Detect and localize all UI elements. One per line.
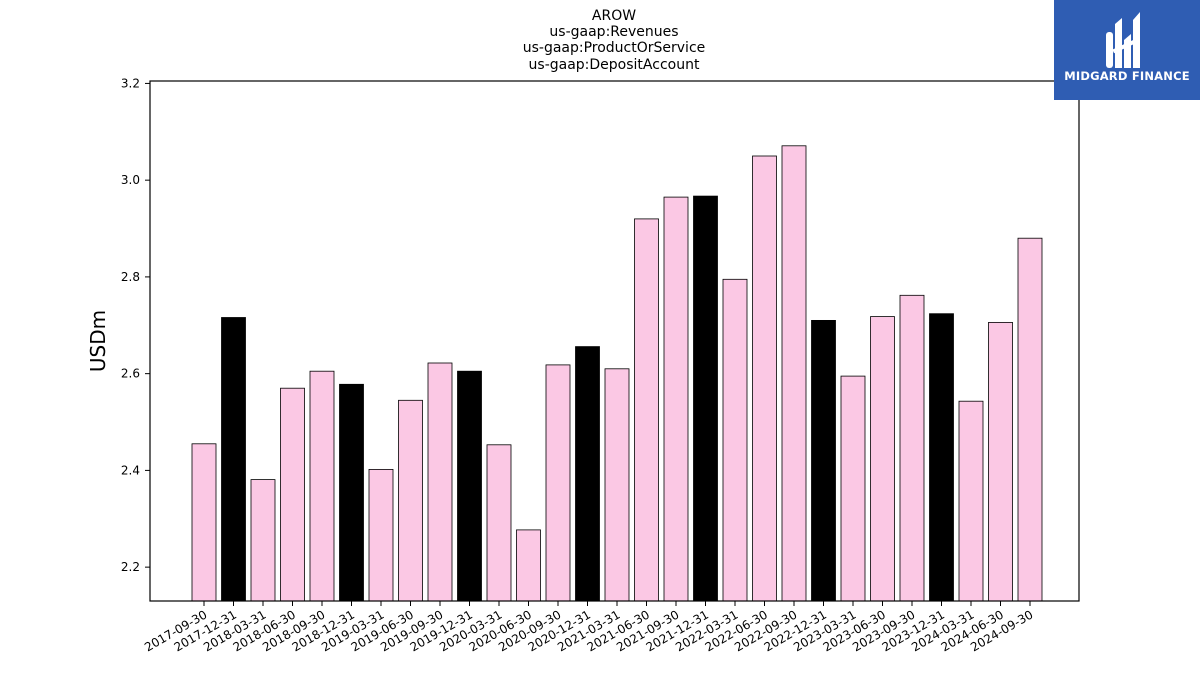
chart-title-line: us-gaap:ProductOrService — [523, 40, 706, 56]
bar — [339, 383, 364, 602]
bar — [722, 278, 748, 602]
chart-title-line: AROW — [592, 8, 636, 24]
bar — [575, 346, 600, 602]
y-axis-ticks: 2.2 2.4 2.6 2.8 3.0 3.2 — [121, 76, 150, 574]
bar — [486, 444, 512, 602]
bar — [604, 368, 630, 602]
bar — [899, 294, 925, 602]
chart-title-line: us-gaap:Revenues — [549, 24, 678, 40]
y-tick-label: 2.6 — [121, 367, 140, 381]
bar — [988, 321, 1013, 602]
bar — [929, 313, 954, 602]
bar — [634, 218, 659, 602]
bar — [663, 196, 689, 602]
bar — [693, 195, 718, 602]
bar — [516, 529, 541, 602]
bar — [221, 317, 246, 602]
chart-title-line: us-gaap:DepositAccount — [529, 57, 700, 73]
bar-series — [191, 145, 1043, 602]
bar — [368, 468, 394, 602]
y-axis-label: USDm — [86, 310, 110, 372]
bar — [545, 364, 571, 602]
midgard-logo-icon — [1106, 12, 1140, 68]
bar — [811, 319, 836, 602]
y-tick-label: 2.2 — [121, 560, 140, 574]
bar — [840, 375, 866, 602]
bar — [752, 155, 777, 602]
chart-title: AROW us-gaap:Revenues us-gaap:ProductOrS… — [523, 8, 706, 73]
y-tick-label: 3.2 — [121, 76, 140, 90]
bar — [191, 443, 217, 602]
y-tick-label: 3.0 — [121, 173, 140, 187]
bar — [309, 370, 335, 602]
bar — [398, 399, 423, 602]
bar — [1017, 237, 1043, 602]
bar — [250, 479, 276, 602]
bar — [958, 400, 984, 602]
bar — [870, 316, 895, 602]
y-tick-label: 2.8 — [121, 270, 140, 284]
bar — [280, 387, 305, 602]
bar — [427, 362, 453, 602]
y-tick-label: 2.4 — [121, 463, 140, 477]
x-axis-ticks: 2017-09-302017-12-312018-03-312018-06-30… — [142, 601, 1036, 654]
logo-text: MIDGARD FINANCE — [1064, 69, 1190, 83]
bar — [457, 370, 482, 602]
bar — [781, 145, 807, 602]
plot-frame — [149, 80, 1080, 602]
midgard-finance-logo: MIDGARD FINANCE — [1054, 0, 1200, 100]
